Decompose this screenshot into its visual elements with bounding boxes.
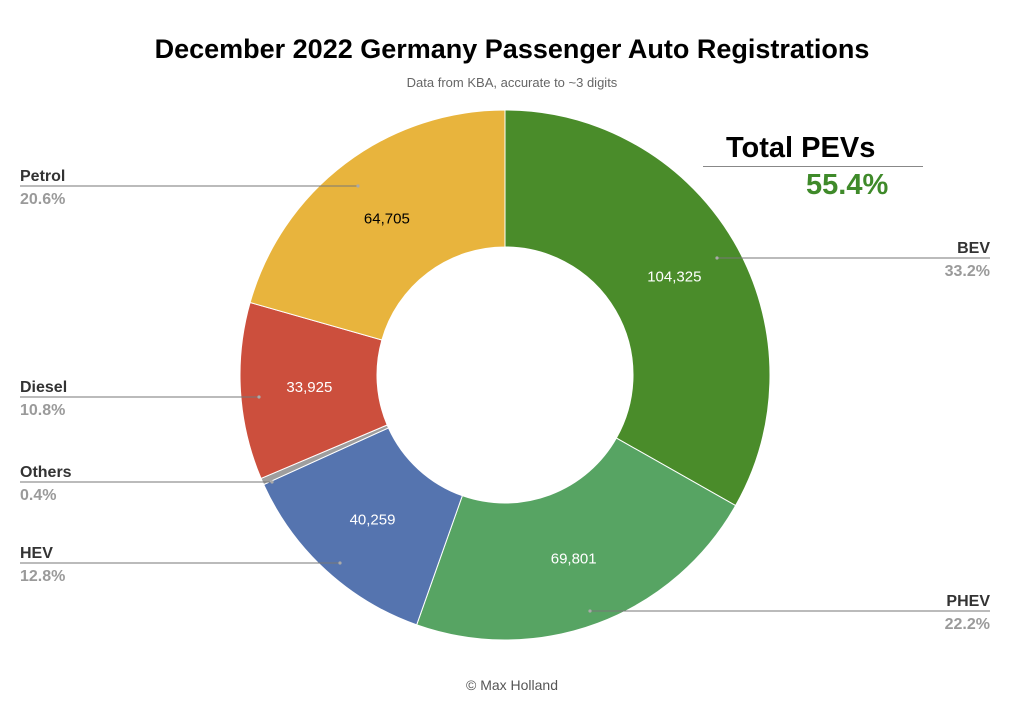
category-label-others: Others: [20, 464, 72, 481]
percent-label-hev: 12.8%: [20, 568, 65, 585]
leader-dot-bev: [715, 256, 719, 260]
total-pevs-title: Total PEVs: [726, 132, 876, 164]
value-label-petrol: 64,705: [364, 211, 410, 228]
value-label-hev: 40,259: [350, 511, 396, 528]
percent-label-others: 0.4%: [20, 487, 56, 504]
slice-hev: [263, 427, 463, 626]
chart-subtitle: Data from KBA, accurate to ~3 digits: [406, 75, 618, 90]
percent-label-phev: 22.2%: [945, 616, 990, 633]
leader-dot-diesel: [257, 395, 261, 399]
leader-dot-hev: [338, 561, 342, 565]
slice-bev: [504, 109, 771, 507]
leader-dot-others: [270, 480, 274, 484]
slice-petrol: [249, 109, 506, 341]
category-label-diesel: Diesel: [20, 379, 67, 396]
chart-title: December 2022 Germany Passenger Auto Reg…: [154, 34, 870, 64]
total-pevs-divider: [703, 166, 923, 167]
category-label-hev: HEV: [20, 545, 53, 562]
percent-label-diesel: 10.8%: [20, 402, 65, 419]
value-label-diesel: 33,925: [286, 379, 332, 396]
value-label-bev: 104,325: [647, 268, 701, 285]
leader-dot-petrol: [356, 184, 360, 188]
category-label-bev: BEV: [957, 240, 990, 257]
leader-dot-phev: [588, 609, 592, 613]
percent-label-petrol: 20.6%: [20, 191, 65, 208]
total-pevs-value: 55.4%: [806, 169, 889, 201]
category-label-phev: PHEV: [946, 593, 990, 610]
credit: © Max Holland: [465, 677, 559, 693]
percent-label-bev: 33.2%: [945, 263, 990, 280]
category-label-petrol: Petrol: [20, 168, 65, 185]
value-label-phev: 69,801: [551, 551, 597, 568]
slice-phev: [416, 437, 737, 641]
